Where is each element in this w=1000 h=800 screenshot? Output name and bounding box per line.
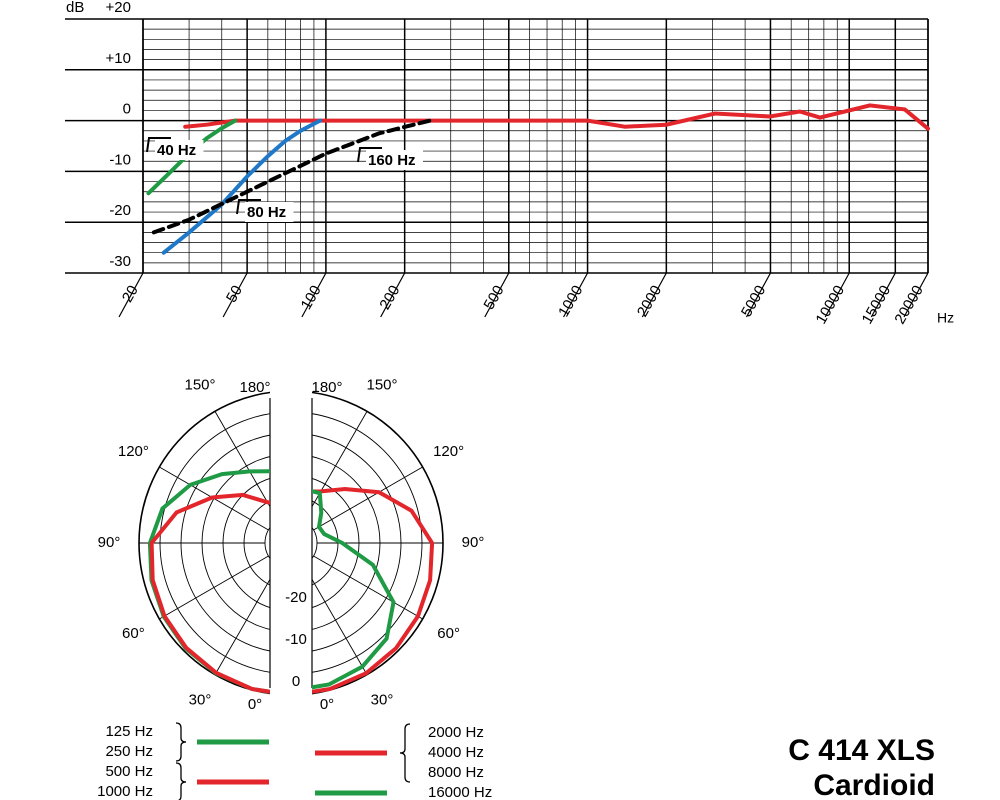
response-curve [183, 103, 930, 131]
angle-label: 180° [311, 379, 342, 396]
x-tick-label: 100 [298, 282, 325, 312]
legend-label: 500 Hz [105, 763, 153, 780]
y-tick-label: +20 [106, 0, 131, 16]
legend-brace [399, 723, 411, 783]
legend-label: 250 Hz [105, 743, 153, 760]
x-tick-label: 50 [223, 282, 246, 305]
x-tick-label: 15000 [859, 282, 895, 327]
curve-label: 40 Hz [157, 142, 196, 159]
y-tick-label: -20 [109, 202, 131, 219]
x-tick-label: 500 [480, 282, 507, 312]
x-tick-label: 20 [119, 282, 142, 305]
angle-label: 60° [437, 625, 460, 642]
x-tick-label: 1000 [555, 282, 586, 319]
tick-mark [745, 272, 771, 318]
radial-line [313, 466, 423, 531]
y-tick-label: -10 [109, 151, 131, 168]
x-tick-label: 20000 [891, 282, 927, 327]
x-tick-label: 10000 [813, 282, 849, 327]
angle-label: 60° [122, 625, 145, 642]
tick-mark [870, 272, 896, 318]
legend-label: 2000 Hz [428, 724, 484, 741]
angle-label: 90° [462, 534, 485, 551]
legend-label: 8000 Hz [428, 764, 484, 781]
angle-label: 0° [320, 696, 334, 713]
angle-label: 150° [184, 376, 215, 393]
y-axis-label: dB [66, 0, 84, 16]
tick-mark [301, 272, 327, 318]
y-tick-label: +10 [106, 50, 131, 67]
radial-line [159, 555, 269, 620]
legend-label: 125 Hz [105, 723, 153, 740]
y-tick-label: 0 [123, 101, 131, 118]
title: C 414 XLS [788, 734, 935, 767]
polar-curve [312, 489, 396, 690]
tick-mark [380, 272, 406, 318]
response-curve [151, 118, 432, 235]
x-tick-label: 5000 [738, 282, 769, 319]
legend-brace [175, 762, 187, 800]
tick-mark [903, 272, 929, 318]
polar-curve [149, 492, 270, 694]
tick-mark [484, 272, 510, 318]
filter-icon [146, 137, 171, 153]
angle-label: 90° [98, 534, 121, 551]
tick-mark [222, 272, 248, 318]
filter-icon [357, 147, 382, 163]
y-tick-label: -30 [109, 253, 131, 270]
curve-label: 80 Hz [247, 204, 286, 221]
x-tick-label: 2000 [634, 282, 665, 319]
tick-mark [824, 272, 850, 318]
legend-label: 4000 Hz [428, 744, 484, 761]
angle-label: 0° [248, 696, 262, 713]
radial-line [313, 555, 423, 620]
filter-icon [236, 199, 261, 215]
radial-line [303, 411, 368, 521]
label-box [366, 150, 423, 170]
r-tick-label: -10 [285, 631, 307, 648]
angle-label: 120° [118, 443, 149, 460]
angle-label: 120° [433, 443, 464, 460]
radial-line [214, 565, 279, 675]
center-strip [270, 376, 312, 702]
angle-label: 30° [371, 692, 394, 709]
legend-brace [175, 722, 187, 762]
angle-label: 150° [366, 376, 397, 393]
curve-label: 160 Hz [368, 152, 416, 169]
response-curve [161, 118, 323, 255]
tick-mark [641, 272, 667, 318]
legend-label: 1000 Hz [97, 783, 153, 800]
tick-mark [563, 272, 589, 318]
r-tick-label: -20 [285, 589, 307, 606]
tick-mark [118, 272, 144, 318]
legend-label: 16000 Hz [428, 784, 492, 800]
angle-label: 30° [189, 692, 212, 709]
radial-line [303, 565, 368, 675]
x-axis-label: Hz [937, 310, 954, 326]
label-box [155, 140, 204, 160]
subtitle: Cardioid [813, 769, 935, 800]
angle-label: 180° [239, 379, 270, 396]
x-tick-label: 200 [376, 282, 403, 312]
r-tick-label: 0 [292, 673, 300, 690]
label-box [245, 202, 294, 222]
